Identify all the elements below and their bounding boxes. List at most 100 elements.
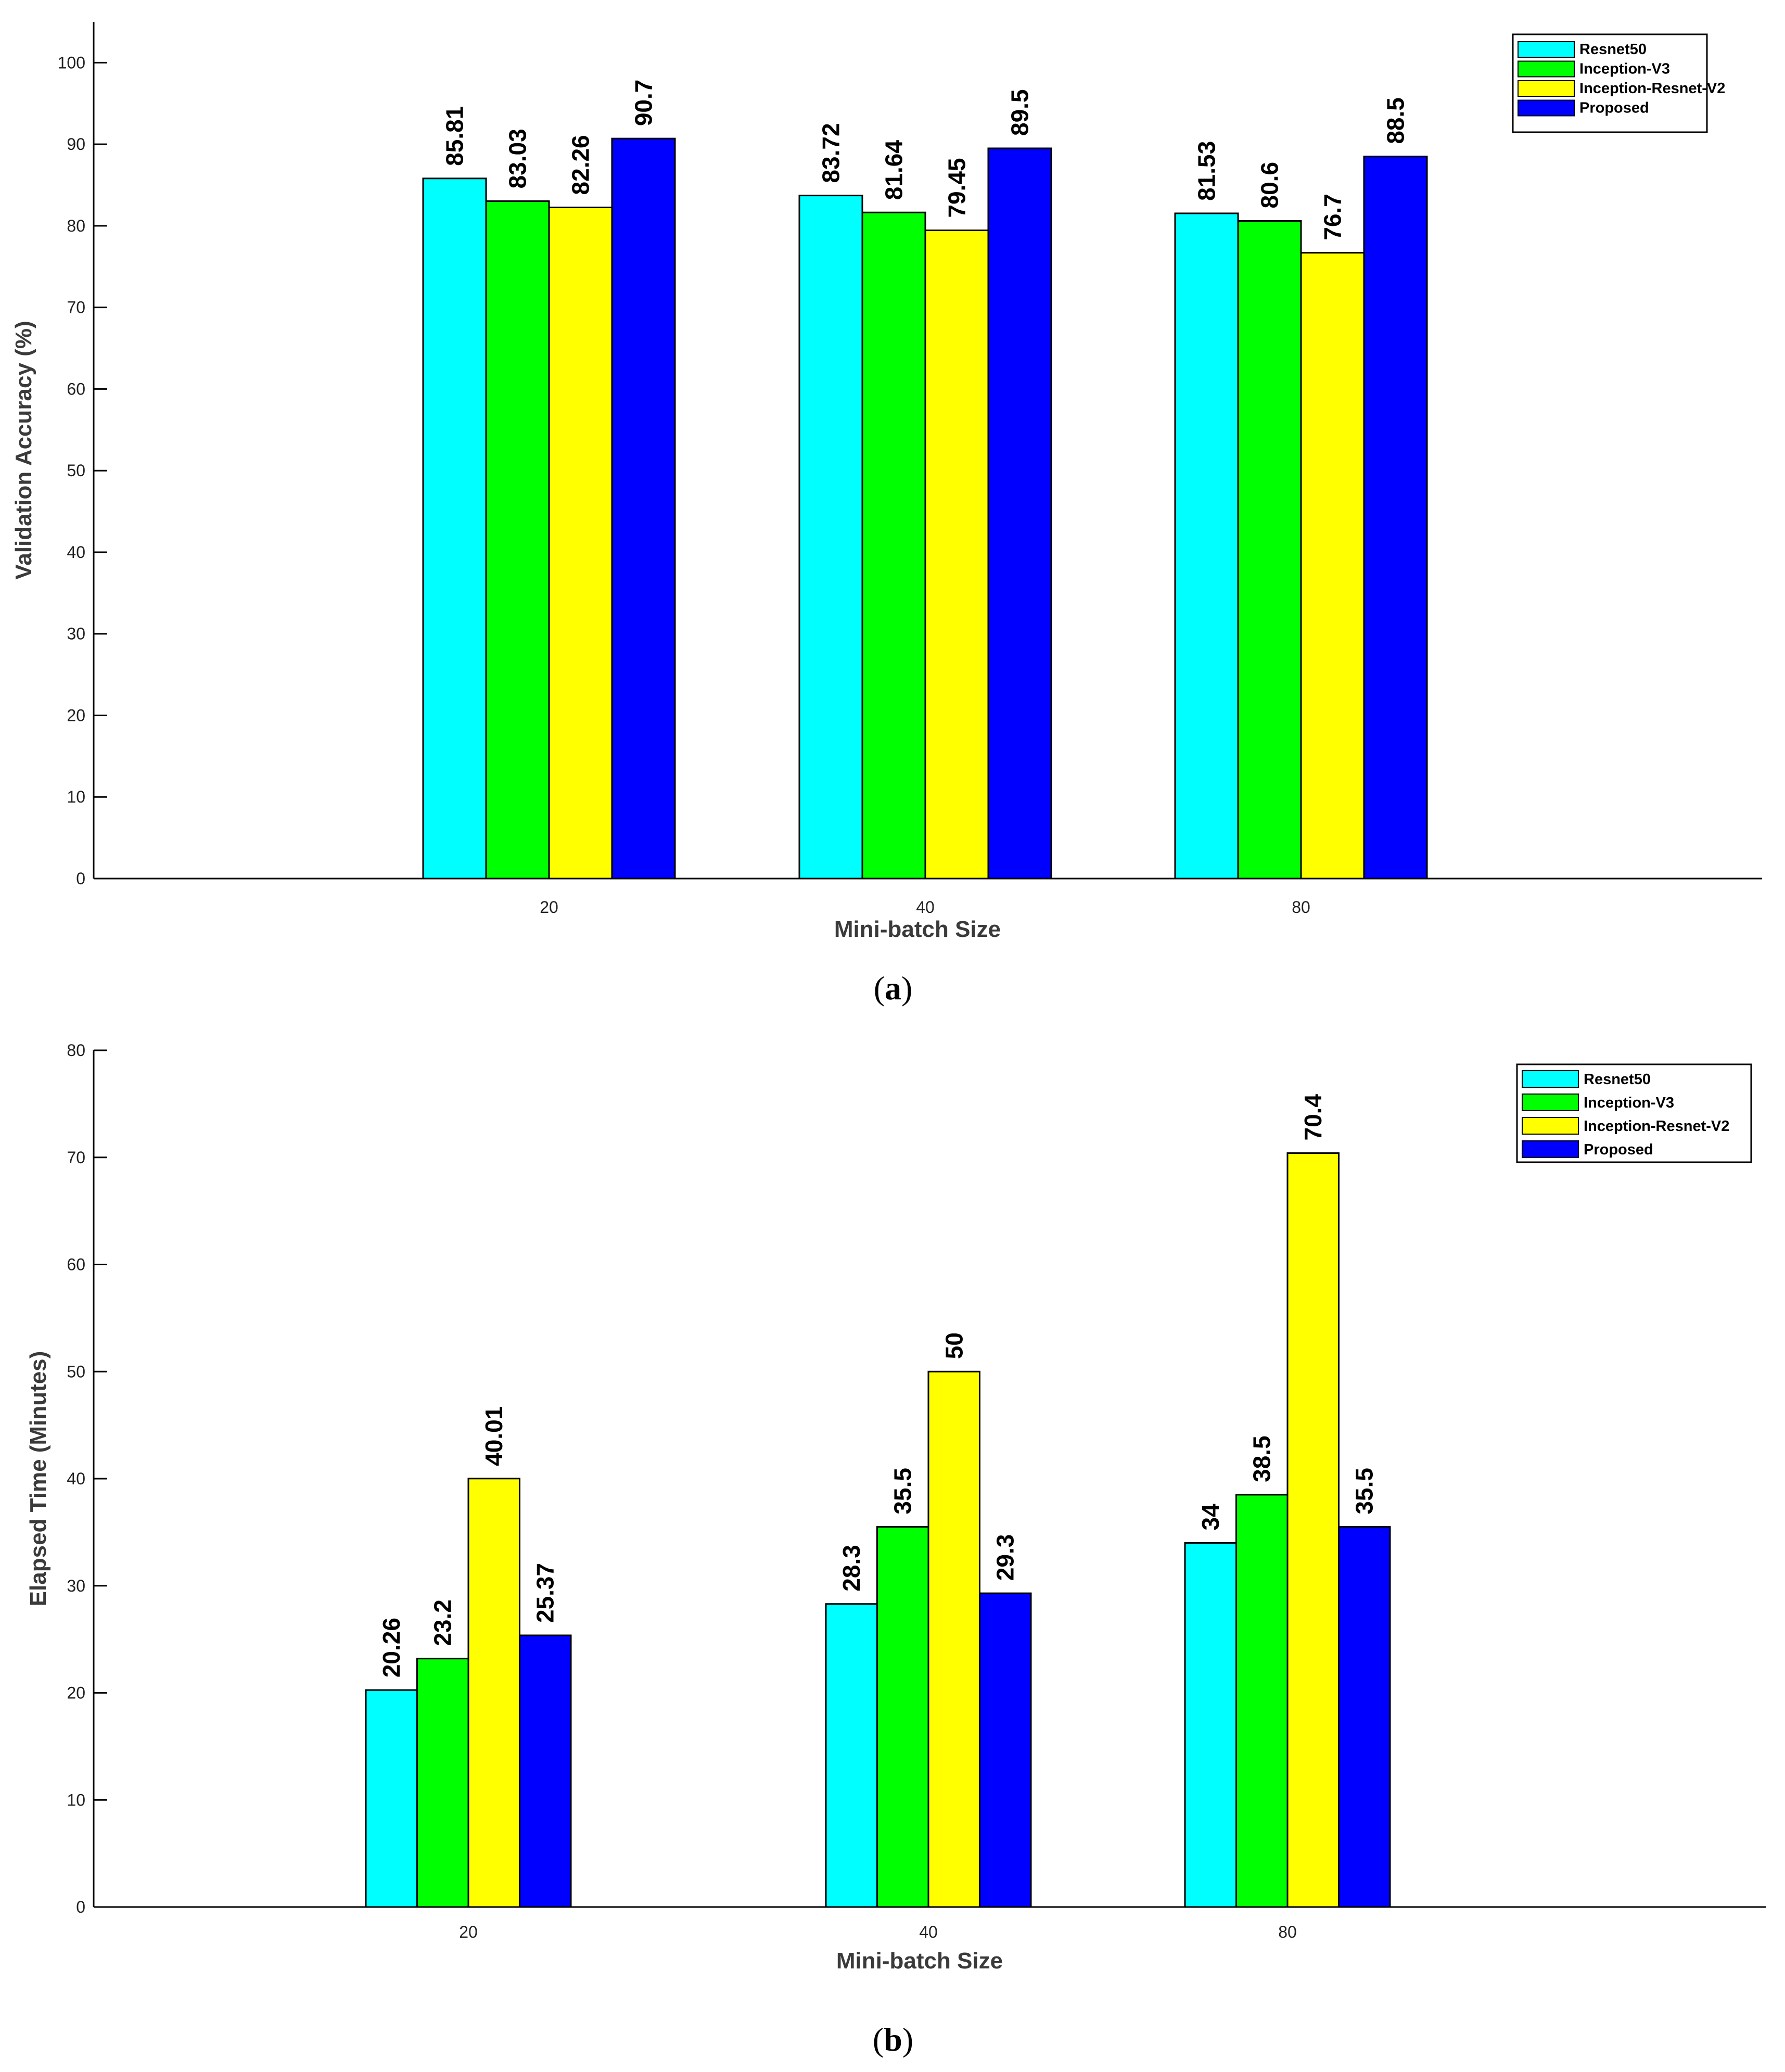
y-tick-label: 80 [67, 217, 85, 235]
chart-panel-b: 20.26 28.3 34 23.2 35.5 38.5 40.01 50 70.4 25.37 2… [26, 1041, 1766, 2058]
y-tick-label: 20 [67, 1684, 85, 1702]
data-label: 40.01 [480, 1406, 507, 1466]
y-tick-label: 0 [76, 1898, 85, 1916]
bar-inception-v3-40 [876, 1526, 929, 1908]
legend-label: Inception-Resnet-V2 [1584, 1118, 1729, 1135]
data-label: 83.03 [504, 129, 531, 188]
data-label: 83.72 [818, 123, 845, 183]
x-tick-label: 80 [1278, 1923, 1297, 1941]
y-tick-label: 30 [67, 1577, 85, 1595]
data-label: 23.2 [429, 1599, 456, 1646]
y-tick-label: 10 [67, 1790, 85, 1809]
bar-inception-resnet-v2-40 [924, 230, 989, 880]
y-tick-label: 40 [67, 543, 85, 562]
legend: Resnet50 Inception-V3 Inception-Resnet-V2 P… [1512, 33, 1725, 133]
bar-inception-resnet-v2-20 [548, 206, 613, 880]
panel-caption: (a) [874, 970, 913, 1007]
bar-inception-resnet-v2-40 [927, 1370, 980, 1908]
data-label: 81.64 [881, 140, 908, 200]
legend-label: Inception-Resnet-V2 [1579, 80, 1725, 97]
legend-swatch [1518, 60, 1575, 78]
bar-inception-v3-20 [416, 1658, 469, 1908]
data-label: 35.5 [1351, 1468, 1378, 1515]
bar-resnet50-40 [825, 1603, 878, 1908]
y-tick-label: 50 [67, 1362, 85, 1381]
x-tick-label: 40 [919, 1923, 938, 1941]
data-label: 89.5 [1006, 89, 1034, 136]
legend-label: Inception-V3 [1584, 1095, 1674, 1111]
legend-swatch [1522, 1140, 1579, 1158]
chart-panel-a: 85.81 83.72 81.53 83.03 81.64 80.6 82.26 79.45 7… [11, 22, 1762, 1007]
legend-swatch [1518, 99, 1575, 117]
bar-inception-resnet-v2-80 [1300, 252, 1365, 880]
bar-resnet50-80 [1184, 1542, 1237, 1908]
y-tick-label: 90 [67, 135, 85, 154]
legend-swatch [1518, 80, 1575, 97]
data-label: 35.5 [889, 1468, 916, 1515]
legend-swatch [1518, 41, 1575, 58]
y-tick-label: 70 [67, 1148, 85, 1167]
x-tick-label: 80 [1292, 898, 1310, 917]
y-tick-label: 60 [67, 1255, 85, 1274]
legend-swatch [1522, 1117, 1579, 1135]
y-tick-label: 100 [58, 53, 85, 72]
legend-label: Proposed [1579, 100, 1649, 117]
y-tick-label: 60 [67, 379, 85, 398]
data-label: 38.5 [1248, 1435, 1276, 1482]
y-tick-label: 10 [67, 787, 85, 806]
bar-proposed-40 [979, 1592, 1032, 1908]
bar-inception-v3-40 [861, 211, 926, 880]
bar-inception-resnet-v2-20 [467, 1478, 520, 1908]
panel-caption: (b) [873, 2021, 913, 2058]
bar-proposed-20 [611, 137, 676, 880]
y-tick-label: 50 [67, 461, 85, 480]
y-tick-label: 70 [67, 298, 85, 317]
y-tick-label: 40 [67, 1469, 85, 1488]
legend-label: Resnet50 [1579, 41, 1647, 58]
data-label: 25.37 [532, 1563, 559, 1623]
data-label: 80.6 [1256, 162, 1283, 209]
data-label: 82.26 [567, 135, 594, 195]
data-label: 50 [940, 1332, 967, 1359]
bar-inception-v3-80 [1237, 220, 1302, 880]
data-label: 76.7 [1319, 194, 1346, 240]
y-axis-title: Validation Accuracy (%) [11, 321, 36, 579]
bar-inception-resnet-v2-80 [1286, 1152, 1340, 1908]
y-tick-label: 80 [67, 1041, 85, 1060]
bar-proposed-20 [519, 1634, 572, 1908]
bar-resnet50-80 [1174, 212, 1239, 880]
y-tick-label: 30 [67, 625, 85, 643]
legend: Resnet50 Inception-V3 Inception-Resnet-V2 P… [1516, 1063, 1752, 1163]
legend-swatch [1522, 1070, 1579, 1088]
legend-label: Resnet50 [1584, 1071, 1651, 1088]
bar-resnet50-20 [422, 177, 487, 880]
bar-inception-v3-20 [485, 200, 550, 880]
data-label: 70.4 [1299, 1094, 1327, 1141]
data-label: 29.3 [992, 1534, 1019, 1581]
x-axis-title: Mini-batch Size [836, 1948, 1003, 1974]
data-label: 34 [1197, 1504, 1224, 1531]
x-tick-label: 20 [540, 898, 558, 917]
y-tick-label: 0 [76, 869, 85, 888]
data-label: 81.53 [1193, 141, 1220, 201]
legend-swatch [1522, 1094, 1579, 1111]
data-label: 88.5 [1382, 97, 1409, 144]
bar-resnet50-40 [798, 195, 863, 880]
x-tick-label: 40 [916, 898, 935, 917]
bar-inception-v3-80 [1235, 1494, 1289, 1908]
bar-proposed-80 [1338, 1526, 1391, 1908]
data-label: 85.81 [441, 106, 468, 166]
y-axis-title: Elapsed Time (Minutes) [26, 1351, 51, 1607]
bar-proposed-80 [1363, 156, 1428, 880]
bar-resnet50-20 [365, 1689, 418, 1908]
y-tick-label: 20 [67, 706, 85, 724]
x-tick-label: 20 [459, 1923, 478, 1941]
bar-proposed-40 [987, 147, 1052, 880]
data-label: 20.26 [378, 1618, 405, 1677]
legend-label: Inception-V3 [1579, 61, 1670, 78]
data-label: 79.45 [944, 158, 971, 218]
x-axis-title: Mini-batch Size [834, 917, 1001, 942]
data-label: 90.7 [630, 80, 657, 126]
legend-label: Proposed [1584, 1141, 1653, 1158]
